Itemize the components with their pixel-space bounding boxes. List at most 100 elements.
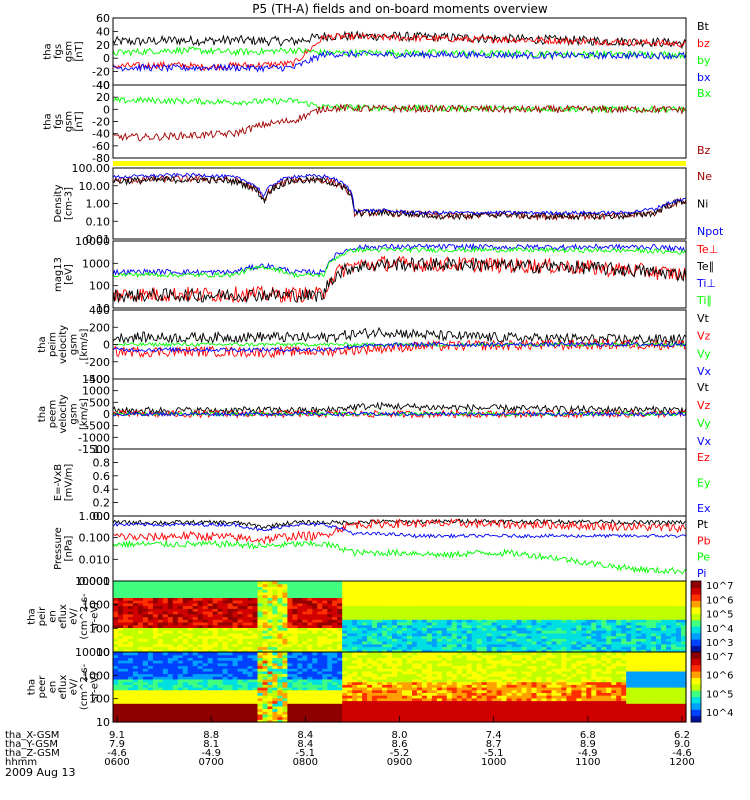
spectrogram-cell [152, 687, 159, 691]
spectrogram-cell [407, 673, 413, 677]
spectrogram-cell [257, 689, 264, 693]
spectrogram-cell [257, 627, 264, 631]
spectrogram-cell [118, 665, 124, 669]
spectrogram-cell [272, 616, 278, 620]
spectrogram-cell [337, 700, 343, 704]
spectrogram-cell [177, 692, 184, 696]
y-axis-label-line: [nT] [74, 41, 85, 61]
spectrogram-cell [127, 583, 134, 587]
spectrogram-cell [217, 586, 224, 590]
spectrogram-cell [426, 711, 433, 715]
spectrogram-cell [397, 676, 403, 680]
spectrogram-cell [501, 627, 508, 631]
spectrogram-cell [162, 681, 169, 685]
spectrogram-cell [671, 600, 677, 604]
spectrogram-cell [586, 641, 592, 645]
spectrogram-cell [681, 622, 687, 626]
spectrogram-cell [147, 711, 154, 715]
spectrogram-cell [357, 622, 363, 626]
spectrogram-cell [252, 692, 259, 696]
spectrogram-cell [322, 632, 328, 637]
spectrogram-cell [591, 605, 597, 609]
spectrogram-cell [118, 608, 124, 612]
spectrogram-cell [167, 586, 174, 590]
spectrogram-cell [312, 632, 318, 637]
spectrogram-cell [177, 619, 184, 623]
spectrogram-cell [302, 657, 308, 661]
spectrogram-cell [297, 613, 303, 618]
spectrogram-cell [347, 591, 353, 596]
spectrogram-cell [461, 641, 468, 645]
spectrogram-cell [431, 591, 438, 596]
spectrogram-cell [451, 692, 458, 696]
spectrogram-cell [601, 605, 607, 609]
spectrogram-cell [362, 635, 368, 639]
spectrogram-cell [571, 605, 577, 609]
spectrogram-cell [446, 602, 453, 607]
spectrogram-cell [152, 649, 159, 653]
spectrogram-cell [601, 586, 607, 590]
spectrogram-cell [546, 589, 553, 593]
spectrogram-cell [147, 649, 154, 653]
spectrogram-cell [232, 711, 239, 715]
spectrogram-cell [172, 662, 179, 667]
spectrogram-cell [636, 597, 642, 601]
spectrogram-cell [252, 619, 259, 623]
spectrogram-cell [426, 716, 433, 720]
spectrogram-cell [367, 654, 373, 658]
spectrogram-cell [113, 708, 119, 712]
spectrogram-cell [506, 589, 513, 593]
spectrogram-cell [282, 654, 288, 658]
spectrogram-cell [222, 713, 229, 718]
spectrogram-cell [167, 687, 174, 691]
spectrogram-cell [611, 581, 617, 585]
spectrogram-cell [147, 673, 154, 677]
spectrogram-cell [372, 600, 378, 604]
spectrogram-cell [287, 605, 293, 609]
legend-entry: Vy [697, 417, 711, 430]
spectrogram-cell [252, 597, 259, 601]
spectrogram-cell [272, 678, 278, 683]
spectrogram-cell [292, 654, 298, 658]
spectrogram-cell [212, 641, 219, 645]
spectrogram-cell [656, 635, 662, 639]
spectrogram-cell [661, 630, 667, 634]
spectrogram-cell [416, 695, 423, 699]
spectrogram-cell [382, 602, 388, 607]
spectrogram-cell [646, 611, 652, 615]
series-line-pressure-1 [113, 518, 687, 545]
spectrogram-cell [137, 619, 144, 623]
spectrogram-cell [546, 591, 553, 596]
spectrogram-cell [252, 581, 259, 585]
spectrogram-cell [526, 646, 533, 650]
spectrogram-cell [367, 641, 373, 645]
spectrogram-cell [222, 654, 229, 658]
spectrogram-cell [546, 605, 553, 609]
spectrogram-cell [581, 635, 587, 639]
spectrogram-cell [287, 619, 293, 623]
spectrogram-cell [247, 697, 254, 702]
spectrogram-cell [626, 616, 632, 620]
spectrogram-cell [137, 602, 144, 607]
spectrogram-cell [182, 622, 189, 626]
spectrogram-cell [177, 581, 184, 585]
spectrogram-cell [431, 660, 438, 664]
spectrogram-cell [142, 591, 149, 596]
spectrogram-cell [426, 670, 433, 675]
spectrogram-cell [147, 643, 154, 648]
spectrogram-cell [426, 662, 433, 667]
spectrogram-cell [272, 652, 278, 656]
spectrogram-cell [397, 705, 403, 710]
spectrogram-cell [282, 602, 288, 607]
spectrogram-cell [581, 622, 587, 626]
spectrogram-cell [307, 627, 313, 631]
y-axis-label-line: sr-eV) [90, 602, 101, 631]
spectrogram-cell [656, 586, 662, 590]
spectrogram-cell [491, 632, 498, 637]
spectrogram-cell [412, 613, 418, 618]
spectrogram-cell [377, 665, 383, 669]
spectrogram-cell [137, 705, 144, 710]
spectrogram-cell [412, 581, 418, 585]
spectrogram-cell [407, 713, 413, 718]
spectrogram-cell [197, 716, 204, 720]
